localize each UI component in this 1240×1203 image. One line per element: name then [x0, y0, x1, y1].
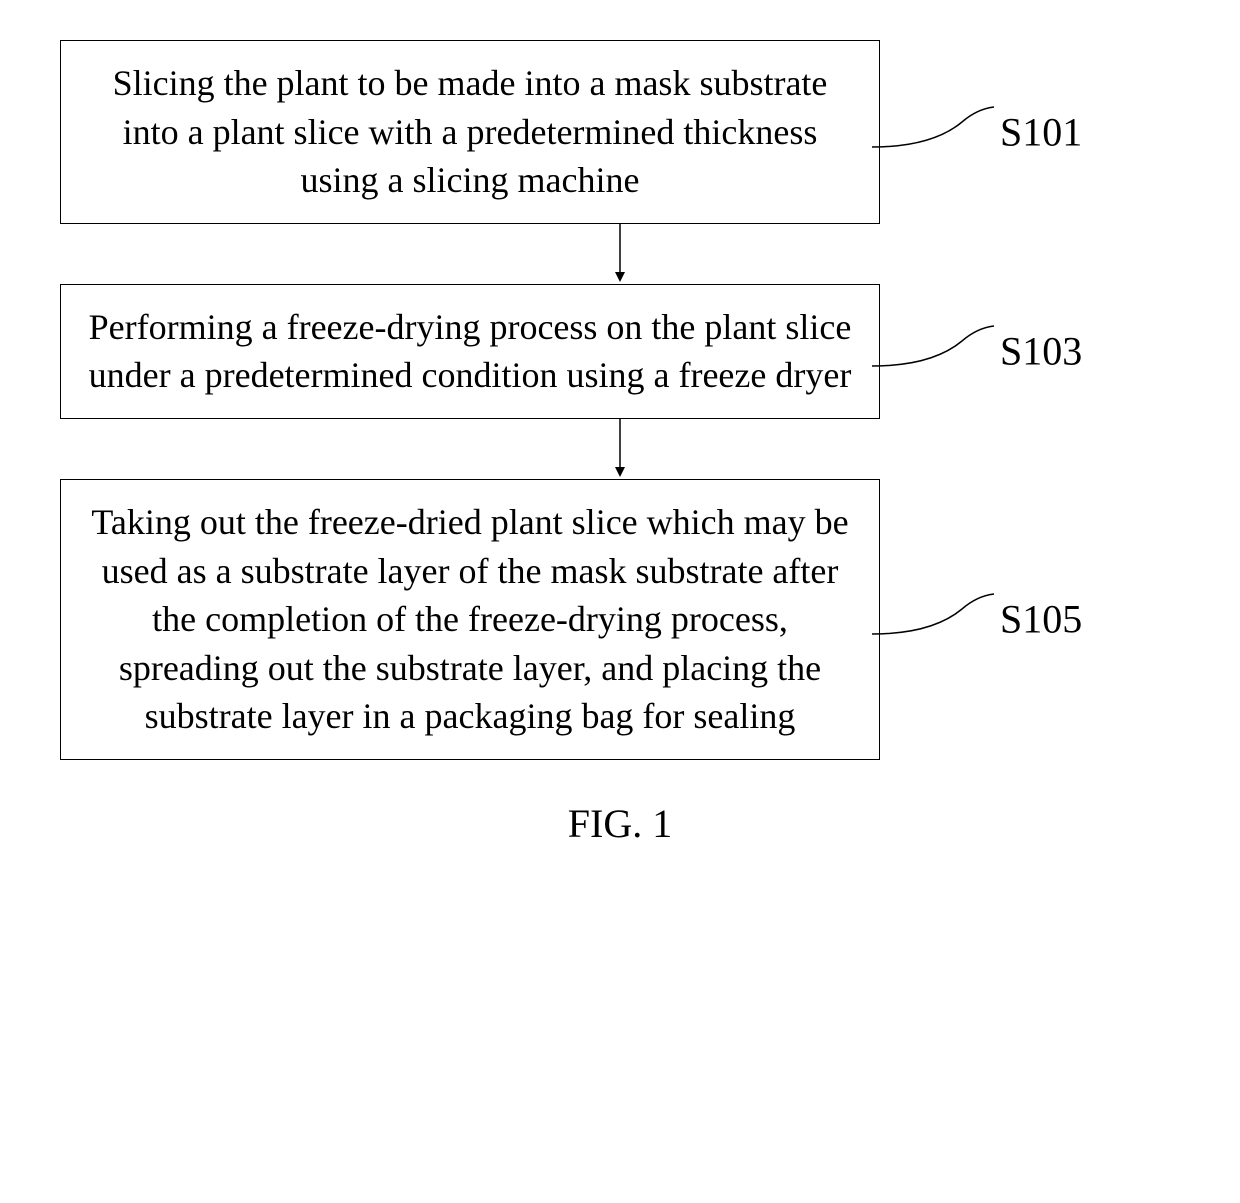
flow-step-label: S101	[1000, 108, 1082, 155]
flow-step-row: Taking out the freeze-dried plant slice …	[60, 479, 1180, 760]
flow-step-connector: S101	[880, 82, 1180, 182]
flow-step-box: Taking out the freeze-dried plant slice …	[60, 479, 880, 760]
flow-step-text: Slicing the plant to be made into a mask…	[113, 63, 828, 200]
flow-step-box: Performing a freeze-drying process on th…	[60, 284, 880, 419]
flow-arrow	[210, 419, 1030, 479]
flow-step-text: Taking out the freeze-dried plant slice …	[91, 502, 848, 736]
flow-step-row: Slicing the plant to be made into a mask…	[60, 40, 1180, 224]
flowchart-container: Slicing the plant to be made into a mask…	[60, 40, 1180, 847]
connector-curve-icon	[872, 97, 1002, 167]
connector-curve-icon	[872, 316, 1002, 386]
flow-step-row: Performing a freeze-drying process on th…	[60, 284, 1180, 419]
flow-step-connector: S105	[880, 569, 1180, 669]
figure-caption: FIG. 1	[568, 800, 672, 847]
flow-step-box: Slicing the plant to be made into a mask…	[60, 40, 880, 224]
flow-step-connector: S103	[880, 301, 1180, 401]
connector-curve-icon	[872, 584, 1002, 654]
arrow-down-icon	[610, 224, 630, 284]
flow-step-label: S105	[1000, 596, 1082, 643]
flow-step-text: Performing a freeze-drying process on th…	[89, 307, 852, 396]
flow-arrow	[210, 224, 1030, 284]
arrow-down-icon	[610, 419, 630, 479]
flow-step-label: S103	[1000, 328, 1082, 375]
